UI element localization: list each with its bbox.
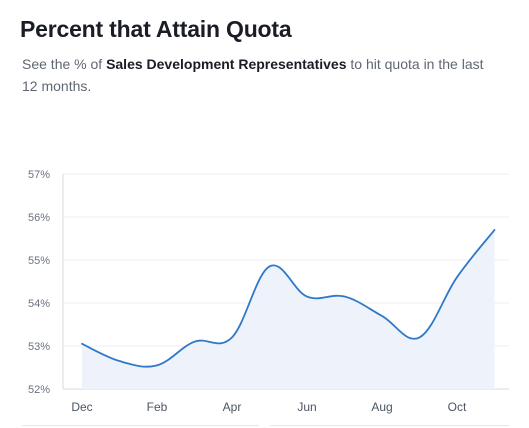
- bottom-divider-right: [270, 425, 509, 426]
- x-tick-label: Feb: [147, 400, 168, 414]
- series-line: [81, 229, 496, 368]
- bottom-divider-left: [22, 425, 259, 426]
- y-tick-label: 56%: [28, 212, 50, 224]
- x-tick-label: Apr: [223, 400, 242, 414]
- page-title: Percent that Attain Quota: [20, 16, 292, 42]
- y-tick-label: 52%: [28, 384, 50, 396]
- subtitle-prefix: See the % of: [22, 56, 107, 72]
- x-tick-label: Oct: [448, 400, 467, 414]
- x-tick-label: Jun: [297, 400, 316, 414]
- subtitle-highlight: Sales Development Representatives: [106, 56, 347, 72]
- x-tick-label: Dec: [71, 400, 92, 414]
- page-subtitle: See the % of Sales Development Represent…: [22, 53, 502, 97]
- y-tick-label: 55%: [28, 255, 50, 267]
- subtitle-suffix: to hit quota in the last 12 months.: [22, 56, 484, 94]
- series-area-fill: [82, 229, 495, 389]
- y-tick-label: 53%: [28, 341, 50, 353]
- y-tick-label: 57%: [28, 169, 50, 181]
- x-tick-label: Aug: [371, 400, 392, 414]
- y-tick-label: 54%: [28, 298, 50, 310]
